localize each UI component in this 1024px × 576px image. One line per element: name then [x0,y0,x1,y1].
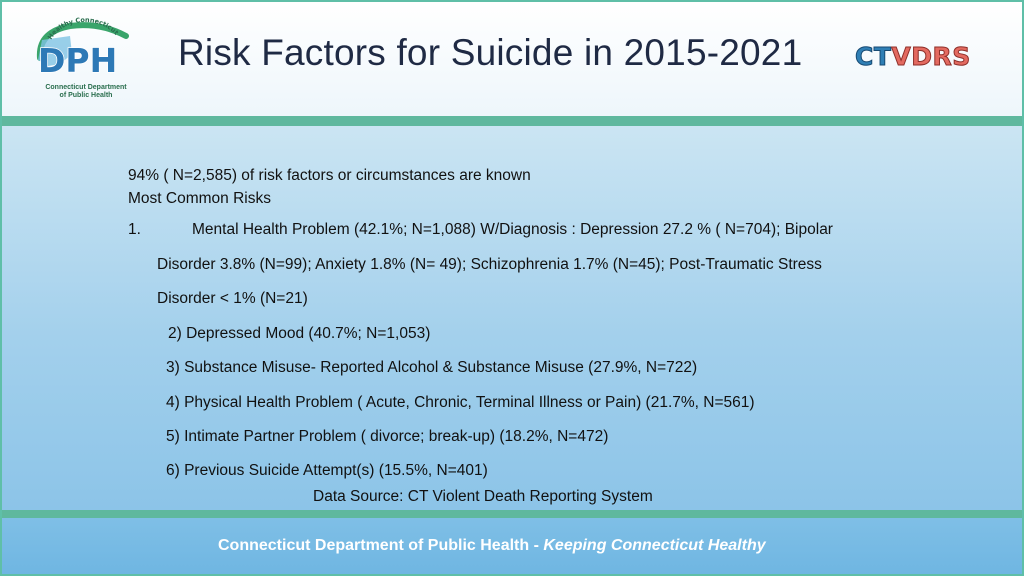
list-item-1-line2: Disorder 3.8% (N=99); Anxiety 1.8% (N= 4… [157,256,822,273]
list-item-2: 2) Depressed Mood (40.7%; N=1,053) [168,325,431,342]
dph-caption: Connecticut Department of Public Health [38,84,134,100]
page-title: Risk Factors for Suicide in 2015-2021 [178,32,803,73]
content-panel [2,126,1022,510]
data-source: Data Source: CT Violent Death Reporting … [313,488,653,505]
footer-divider [0,510,1024,518]
list-item-1-line1: Mental Health Problem (42.1%; N=1,088) W… [192,221,833,238]
list-item-1-number: 1. [128,221,141,238]
ctvdrs-logo: CTVDRS [854,42,971,74]
subheading: Most Common Risks [128,190,271,207]
dph-caption-line2: of Public Health [59,92,113,99]
list-item-1: 1. Mental Health Problem (42.1%; N=1,088)… [128,221,833,239]
footer-text: Connecticut Department of Public Health … [218,537,766,555]
list-item-4: 4) Physical Health Problem ( Acute, Chro… [166,394,755,411]
ctvdrs-logo-ct: CT [854,42,892,72]
footer-separator: - [529,537,544,554]
header-divider [0,116,1024,126]
dph-letters: DPH [38,41,117,80]
dph-logo-icon: Healthy Connecticut DPH [36,16,129,81]
footer-tagline: Keeping Connecticut Healthy [543,537,766,554]
list-item-1-line3: Disorder < 1% (N=21) [157,290,308,307]
footer-org: Connecticut Department of Public Health [218,537,530,554]
dph-logo: Healthy Connecticut DPH Connecticut Depa… [30,14,140,102]
ctvdrs-logo-vdrs: VDRS [891,42,971,72]
intro-line: 94% ( N=2,585) of risk factors or circum… [128,167,531,184]
list-item-5: 5) Intimate Partner Problem ( divorce; b… [166,428,609,445]
list-item-3: 3) Substance Misuse- Reported Alcohol & … [166,359,698,376]
list-item-6: 6) Previous Suicide Attempt(s) (15.5%, N… [166,462,488,479]
footer-band [2,518,1022,574]
header-band [2,2,1022,116]
dph-caption-line1: Connecticut Department [45,84,127,91]
